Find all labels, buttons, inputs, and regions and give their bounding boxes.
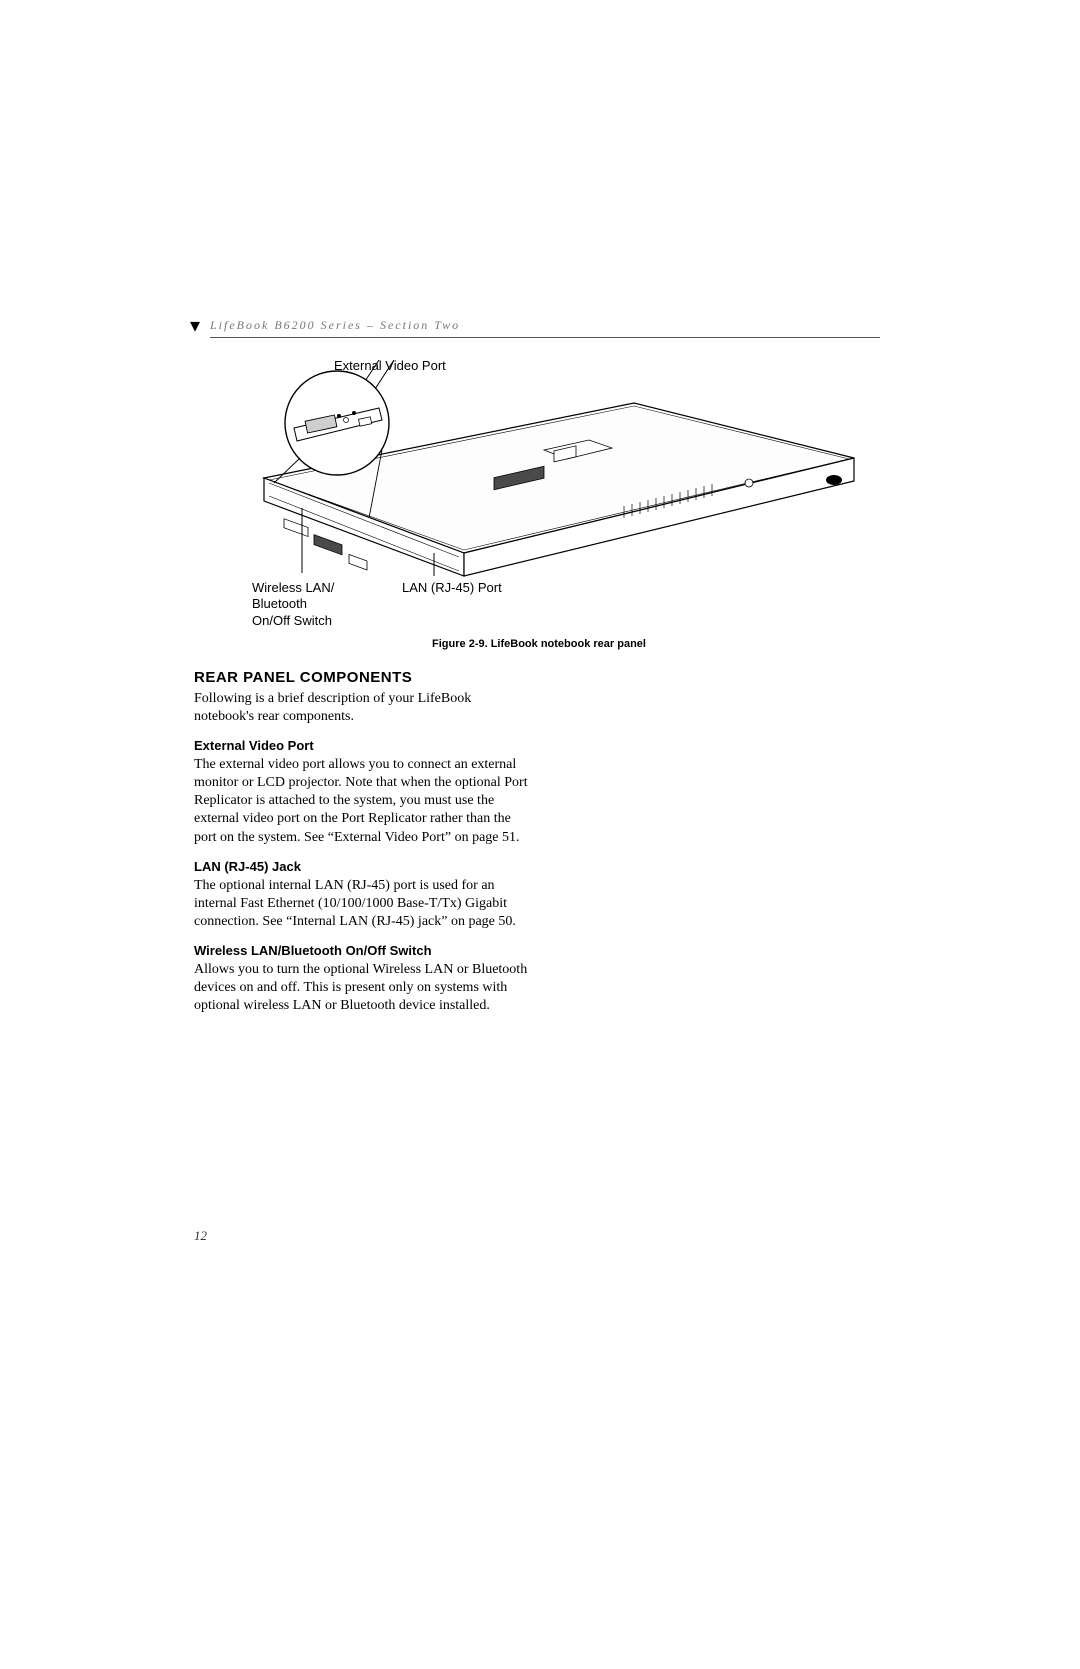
figure-rear-panel: External Video Port — [194, 358, 884, 628]
subhead-lan-jack: LAN (RJ-45) Jack — [194, 859, 532, 876]
section-title: REAR PANEL COMPONENTS — [194, 668, 532, 688]
body-text-column: REAR PANEL COMPONENTS Following is a bri… — [194, 668, 532, 1016]
body-wlan-switch: Allows you to turn the optional Wireless… — [194, 961, 532, 1016]
header-arrow-icon: ▾ — [190, 320, 200, 332]
document-page: ▾ LifeBook B6200 Series – Section Two Ex… — [0, 0, 1080, 1669]
header-rule — [210, 337, 880, 338]
callout-external-video: External Video Port — [334, 358, 446, 374]
section-intro: Following is a brief description of your… — [194, 690, 532, 726]
page-number: 12 — [194, 1228, 207, 1244]
content-area: ▾ LifeBook B6200 Series – Section Two Ex… — [194, 318, 884, 1028]
callout-lan-port: LAN (RJ-45) Port — [402, 580, 502, 596]
figure-caption: Figure 2-9. LifeBook notebook rear panel — [194, 638, 884, 650]
body-lan-jack: The optional internal LAN (RJ-45) port i… — [194, 877, 532, 932]
callout-wireless-switch: Wireless LAN/ Bluetooth On/Off Switch — [252, 580, 334, 629]
body-external-video: The external video port allows you to co… — [194, 756, 532, 847]
subhead-external-video: External Video Port — [194, 738, 532, 755]
laptop-line-drawing — [194, 358, 884, 598]
running-header: LifeBook B6200 Series – Section Two — [210, 318, 884, 333]
subhead-wlan-switch: Wireless LAN/Bluetooth On/Off Switch — [194, 943, 532, 960]
